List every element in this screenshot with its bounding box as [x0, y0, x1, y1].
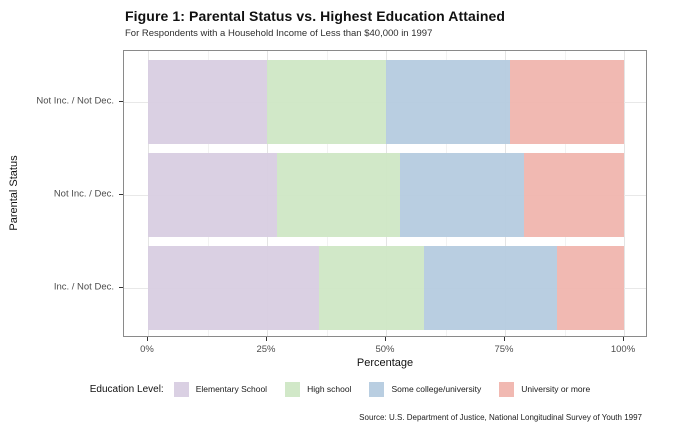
legend-item: High school [285, 381, 352, 397]
legend: Education Level: Elementary School High s… [0, 379, 680, 399]
x-axis-tick [385, 337, 386, 341]
bar-segment [509, 60, 624, 144]
legend-label: Elementary School [195, 384, 268, 394]
bar-segment [148, 246, 320, 330]
legend-item: University or more [499, 381, 591, 397]
bar-segment [148, 60, 267, 144]
legend-title: Education Level: [89, 383, 164, 395]
x-axis-tick [504, 337, 505, 341]
plot-panel [123, 50, 647, 337]
legend-items: Elementary School High school Some college… [173, 381, 591, 397]
chart-subtitle: For Respondents with a Household Income … [125, 28, 433, 39]
x-axis-tick [147, 337, 148, 341]
bar-segment [276, 153, 401, 237]
chart-title: Figure 1: Parental Status vs. Highest Ed… [125, 8, 506, 24]
bar-segment [267, 60, 386, 144]
bar-segment [424, 246, 558, 330]
bar-row [124, 153, 646, 237]
bar-segment [400, 153, 525, 237]
y-axis-tick [119, 194, 123, 195]
x-axis-tick [623, 337, 624, 341]
legend-item: Some college/university [369, 381, 482, 397]
bar-segment [557, 246, 624, 330]
x-axis-title: Percentage [356, 357, 414, 369]
y-axis-title: Parental Status [8, 155, 20, 231]
bar-segment [524, 153, 624, 237]
bar-row [124, 60, 646, 144]
legend-label: University or more [521, 384, 591, 394]
bar-row [124, 246, 646, 330]
x-tick-label: 100% [610, 344, 636, 355]
legend-label: High school [307, 384, 352, 394]
y-axis-tick [119, 287, 123, 288]
legend-swatch [369, 381, 385, 397]
legend-item: Elementary School [173, 381, 268, 397]
legend-swatch [499, 381, 515, 397]
y-tick-label: Not Inc. / Not Dec. [36, 95, 114, 107]
bar-segment [148, 153, 277, 237]
gridline-major [624, 51, 625, 336]
bar-segment [386, 60, 510, 144]
legend-swatch [173, 381, 189, 397]
x-tick-label: 50% [375, 344, 395, 355]
x-axis-tick [266, 337, 267, 341]
x-tick-label: 75% [494, 344, 514, 355]
x-tick-label: 25% [256, 344, 276, 355]
y-axis-tick [119, 101, 123, 102]
x-tick-label: 0% [140, 344, 154, 355]
legend-swatch [285, 381, 301, 397]
y-tick-label: Not Inc. / Dec. [53, 188, 114, 200]
bar-segment [319, 246, 425, 330]
legend-label: Some college/university [391, 384, 482, 394]
y-tick-label: Inc. / Not Dec. [53, 281, 114, 293]
source-caption: Source: U.S. Department of Justice, Nati… [359, 413, 642, 422]
